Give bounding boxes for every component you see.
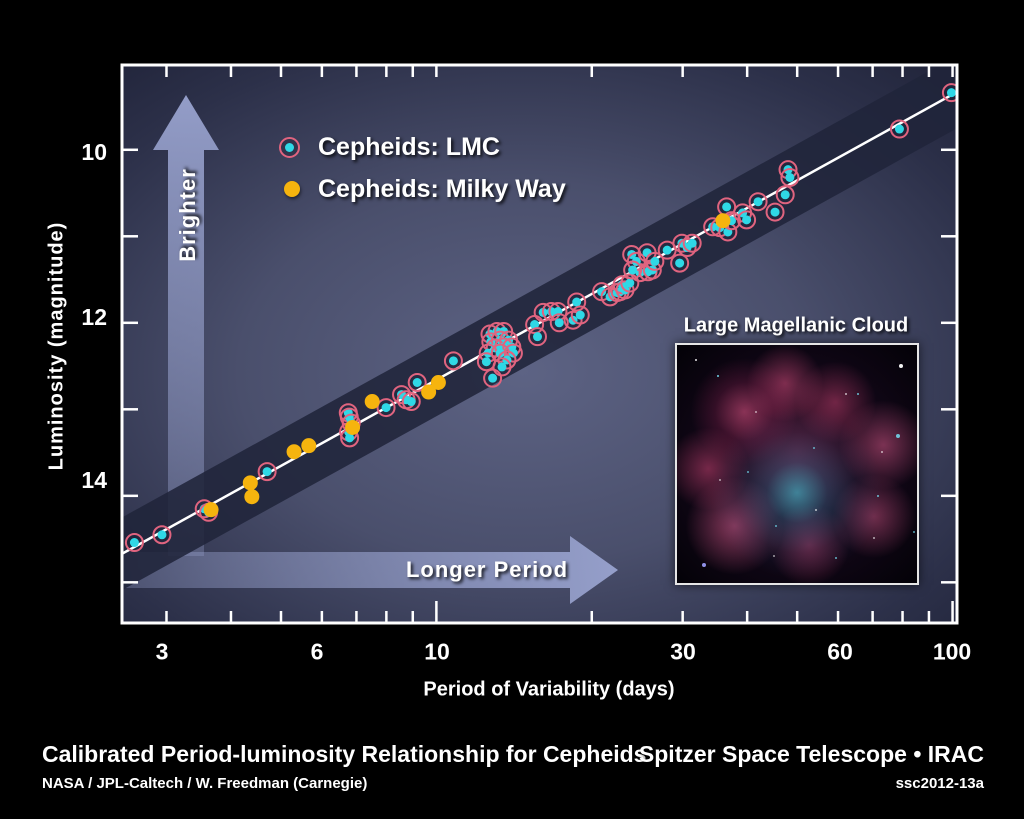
telescope-credit: Spitzer Space Telescope • IRAC [638, 741, 984, 767]
brighter-arrow-label: Brighter [175, 168, 200, 262]
lmc-marker-icon [279, 137, 300, 158]
legend: Cepheids: LMC Cepheids: Milky Way [279, 133, 566, 203]
star-speckles-white [695, 359, 697, 361]
x-tick-label-30: 30 [670, 638, 696, 665]
x-tick-label-60: 60 [827, 638, 853, 665]
longer-period-arrow-label: Longer Period [405, 557, 569, 582]
y-tick-label-10: 10 [81, 139, 107, 165]
y-tick-label-14: 14 [81, 467, 107, 493]
figure-title: Calibrated Period-luminosity Relationshi… [42, 741, 647, 767]
x-axis-label: Period of Variability (days) [423, 678, 675, 701]
star-speckles-cyan [717, 375, 719, 377]
y-tick-label-12: 12 [81, 304, 107, 330]
legend-item-lmc: Cepheids: LMC [318, 133, 500, 161]
lmc-galaxy-image [675, 343, 919, 585]
x-tick-label-100: 100 [932, 638, 972, 665]
milky-way-marker-icon [284, 181, 300, 197]
y-axis-label: Luminosity (magnitude) [45, 221, 68, 471]
x-tick-label-6: 6 [310, 638, 324, 665]
release-id: ssc2012-13a [895, 775, 984, 792]
x-tick-label-10: 10 [424, 638, 450, 665]
attribution: NASA / JPL-Caltech / W. Freedman (Carneg… [42, 775, 368, 792]
legend-item-milky-way: Cepheids: Milky Way [318, 175, 566, 203]
inset-title: Large Magellanic Cloud [683, 314, 909, 337]
x-tick-label-3: 3 [155, 638, 169, 665]
